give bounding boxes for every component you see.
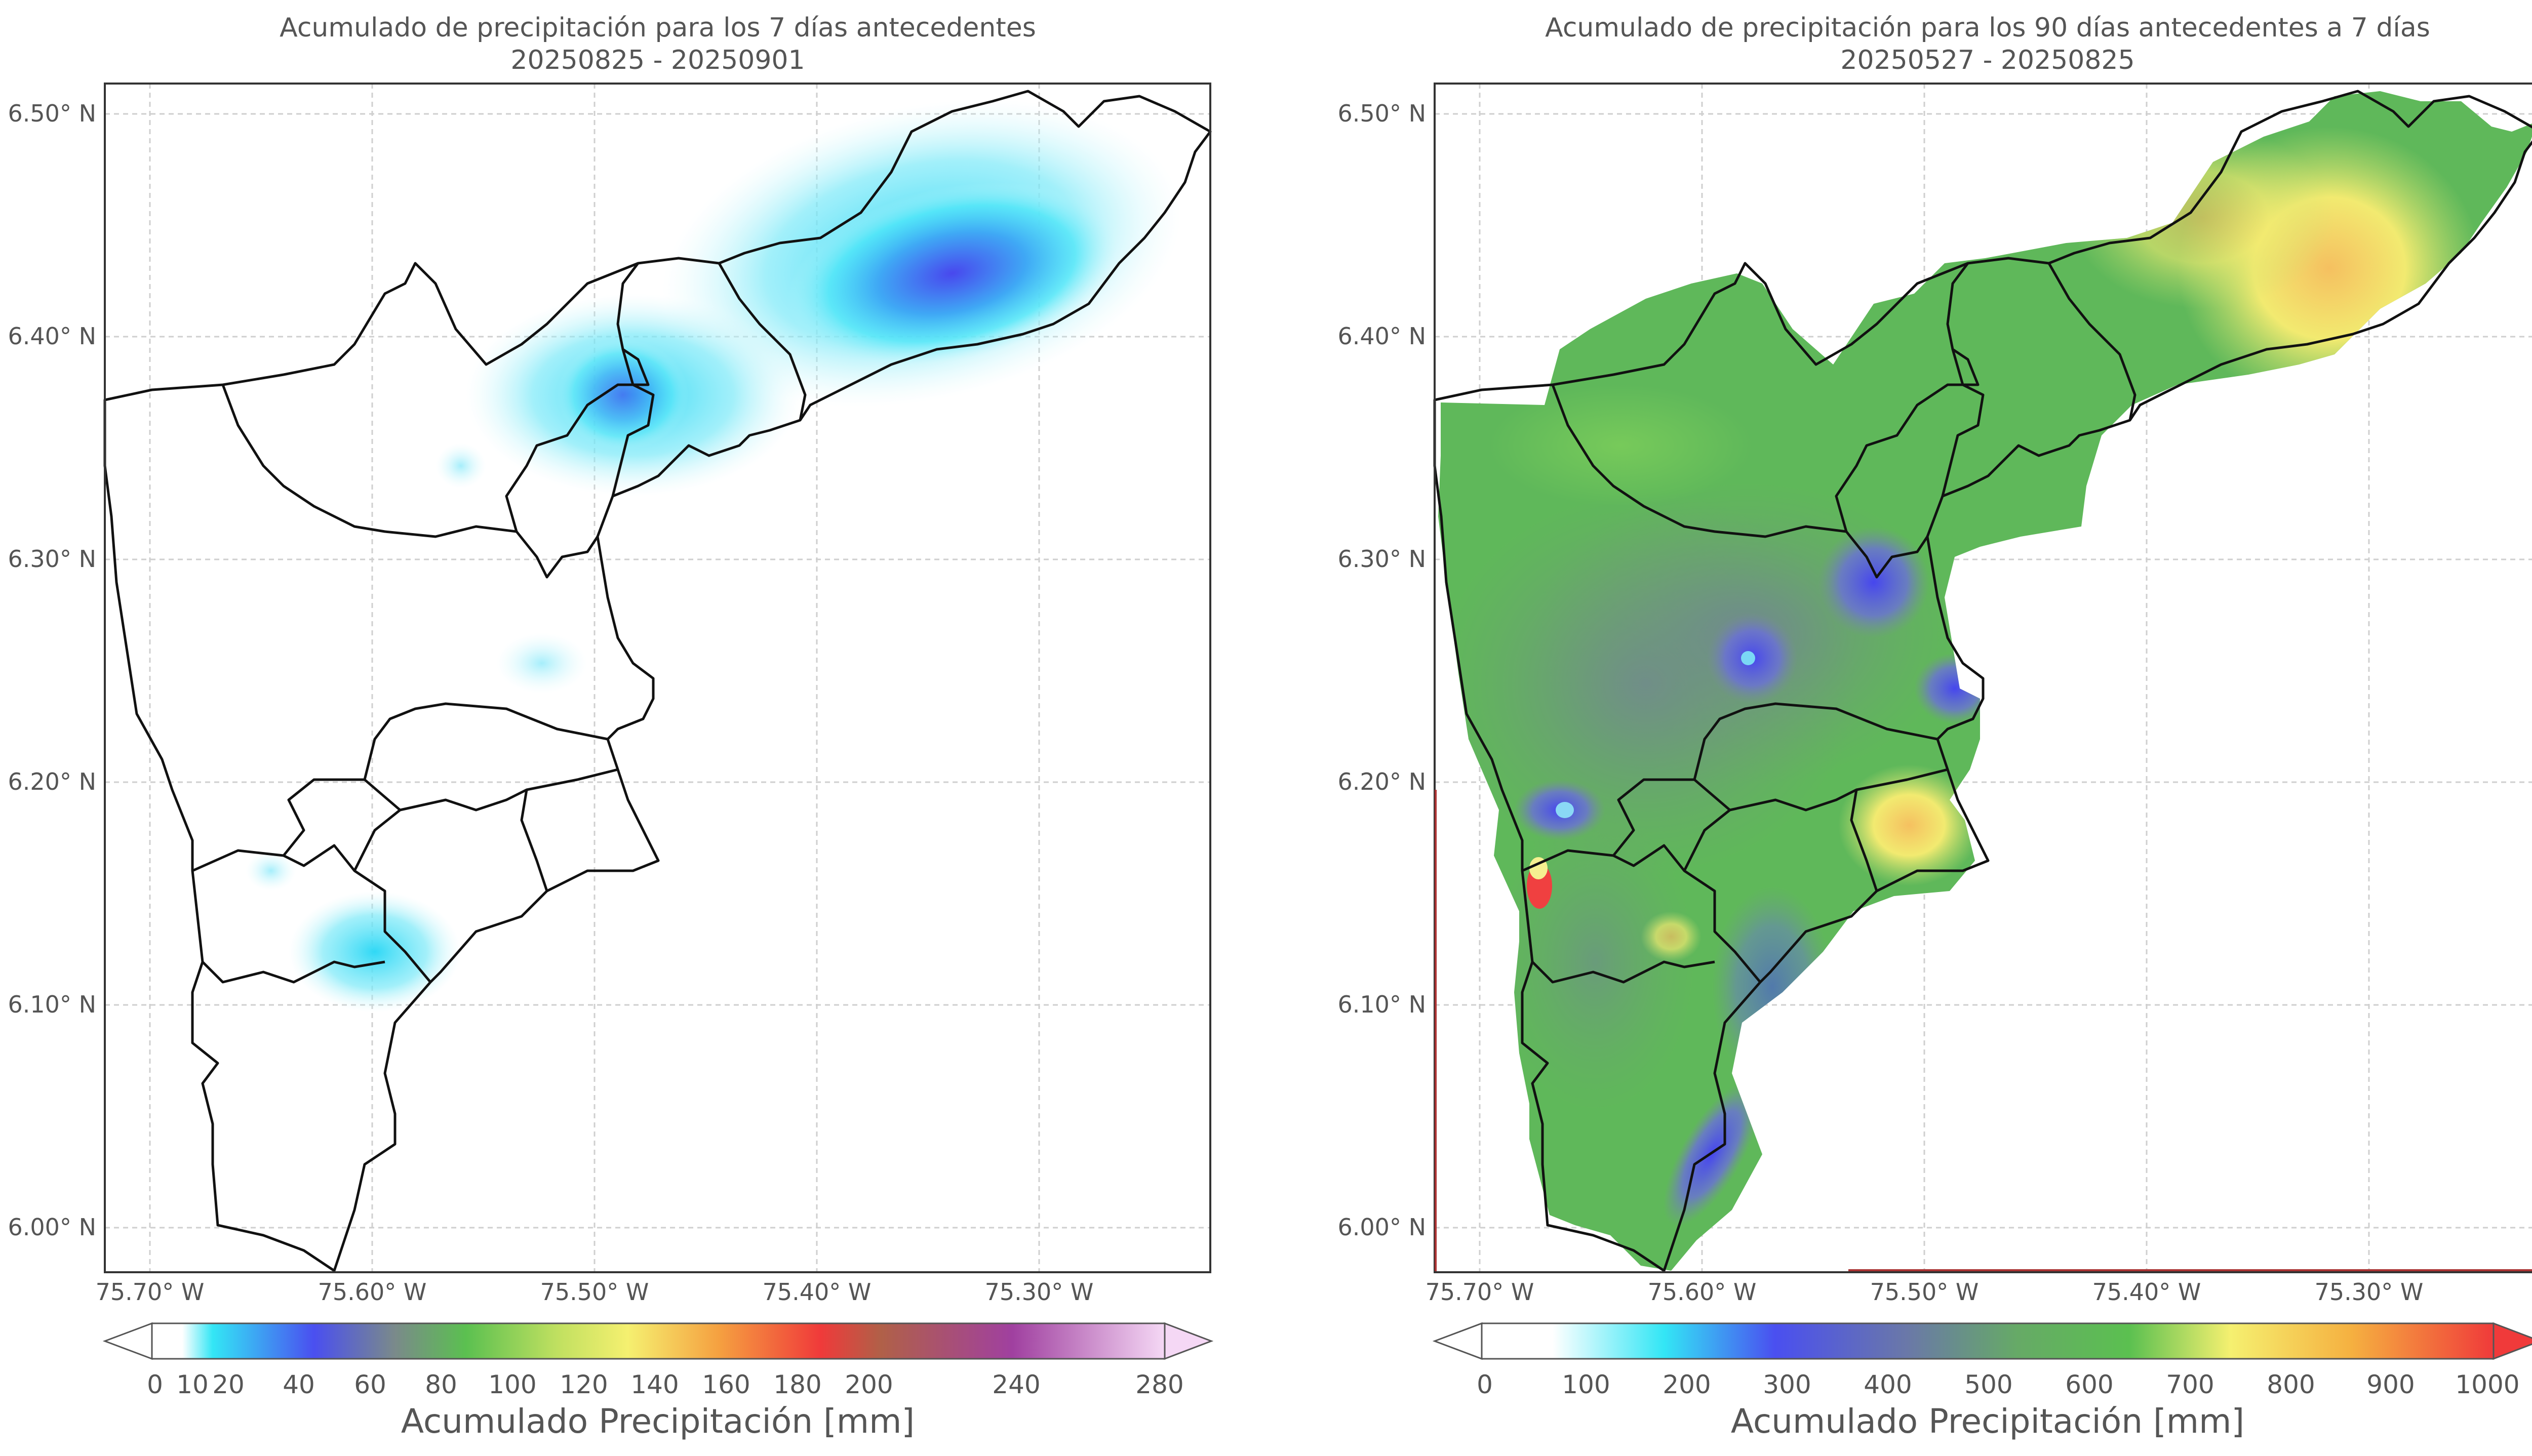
right-cb-tick: 0 — [1477, 1370, 1493, 1399]
right-lat-tick: 6.40° N — [1338, 322, 1426, 350]
right-lon-tick: 75.30° W — [2315, 1278, 2424, 1306]
right-map-panel[interactable] — [1433, 83, 2532, 1273]
right-lon-tick: 75.40° W — [2092, 1278, 2201, 1306]
left-cb-tick: 40 — [283, 1370, 315, 1399]
left-lat-tick: 6.00° N — [8, 1214, 96, 1241]
left-cb-tick: 140 — [630, 1370, 679, 1399]
left-cb-tick: 240 — [992, 1370, 1040, 1399]
right-lat-tick: 6.50° N — [1338, 100, 1426, 127]
right-cb-tick: 300 — [1763, 1370, 1811, 1399]
right-lat-tick: 6.10° N — [1338, 991, 1426, 1018]
right-cb-tick: 100 — [1562, 1370, 1610, 1399]
right-map-title: Acumulado de precipitación para los 90 d… — [1545, 13, 2430, 75]
right-lat-tick: 6.30° N — [1338, 545, 1426, 573]
left-cb-tick: 280 — [1135, 1370, 1183, 1399]
right-cb-tick: 1000 — [2455, 1370, 2519, 1399]
right-colorbar-bar — [1481, 1322, 2495, 1360]
left-lon-tick: 75.30° W — [985, 1278, 1094, 1306]
right-map-title-line2: 20250527 - 20250825 — [1840, 45, 2134, 75]
right-colorbar: 0 100 200 300 400 500 600 700 800 900 10… — [1432, 1322, 2532, 1441]
right-lat-tick: 6.20° N — [1338, 768, 1426, 795]
left-colorbar-label: Acumulado Precipitación [mm] — [401, 1402, 915, 1441]
left-cb-tick: 20 — [212, 1370, 245, 1399]
left-lat-axis: 6.50° N 6.40° N 6.30° N 6.20° N 6.10° N … — [8, 100, 96, 1241]
left-lon-tick: 75.40° W — [763, 1278, 872, 1306]
right-cb-tick: 900 — [2366, 1370, 2415, 1399]
left-map-title-line2: 20250825 - 20250901 — [510, 45, 805, 75]
right-lon-tick: 75.70° W — [1426, 1278, 1534, 1306]
right-boundaries — [1433, 90, 2532, 1272]
right-colorbar-label: Acumulado Precipitación [mm] — [1731, 1402, 2244, 1441]
left-boundaries — [103, 90, 1212, 1272]
left-cb-tick: 180 — [773, 1370, 821, 1399]
right-map-title-line1: Acumulado de precipitación para los 90 d… — [1545, 13, 2430, 43]
left-lon-tick: 75.60° W — [318, 1278, 427, 1306]
left-map-panel[interactable] — [103, 55, 1212, 1273]
left-precip-field — [246, 99, 1181, 1013]
right-cb-tick: 800 — [2267, 1370, 2315, 1399]
right-cb-tick: 700 — [2166, 1370, 2214, 1399]
right-cb-tick: 400 — [1864, 1370, 1912, 1399]
left-cb-tick: 60 — [354, 1370, 386, 1399]
left-lon-tick: 75.50° W — [540, 1278, 649, 1306]
left-lat-tick: 6.30° N — [8, 545, 96, 573]
left-colorbar-min-extend — [102, 1322, 153, 1360]
right-lat-axis: 6.50° N 6.40° N 6.30° N 6.20° N 6.10° N … — [1338, 100, 1426, 1241]
left-map-title-line1: Acumulado de precipitación para los 7 dí… — [280, 13, 1036, 43]
left-map-frame — [104, 83, 1211, 1273]
right-lon-axis: 75.70° W 75.60° W 75.50° W 75.40° W 75.3… — [1426, 1278, 2424, 1306]
left-cb-tick: 120 — [560, 1370, 608, 1399]
left-lon-tick: 75.70° W — [96, 1278, 205, 1306]
right-cb-tick: 600 — [2065, 1370, 2113, 1399]
left-cb-tick: 0 — [147, 1370, 163, 1399]
left-map-title: Acumulado de precipitación para los 7 dí… — [280, 13, 1036, 75]
left-colorbar-max-extend — [1164, 1322, 1214, 1360]
left-cb-tick: 80 — [425, 1370, 457, 1399]
left-cb-tick: 160 — [702, 1370, 750, 1399]
left-cb-tick: 100 — [488, 1370, 536, 1399]
right-lon-tick: 75.50° W — [1870, 1278, 1979, 1306]
right-colorbar-min-extend — [1432, 1322, 1483, 1360]
right-lon-tick: 75.60° W — [1648, 1278, 1757, 1306]
left-colorbar: 0 10 20 40 60 80 100 120 140 160 180 200… — [102, 1322, 1214, 1441]
right-colorbar-max-extend — [2493, 1322, 2532, 1360]
left-lat-tick: 6.10° N — [8, 991, 96, 1018]
right-cb-tick: 500 — [1964, 1370, 2012, 1399]
left-colorbar-bar — [151, 1322, 1166, 1360]
left-lat-tick: 6.50° N — [8, 100, 96, 127]
right-map-frame — [1434, 83, 2532, 1273]
left-cb-tick: 10 — [176, 1370, 209, 1399]
left-lat-tick: 6.40° N — [8, 322, 96, 350]
left-cb-tick: 200 — [845, 1370, 893, 1399]
right-cb-tick: 200 — [1663, 1370, 1711, 1399]
right-lat-tick: 6.00° N — [1338, 1214, 1426, 1241]
left-lon-axis: 75.70° W 75.60° W 75.50° W 75.40° W 75.3… — [96, 1278, 1094, 1306]
left-lat-tick: 6.20° N — [8, 768, 96, 795]
